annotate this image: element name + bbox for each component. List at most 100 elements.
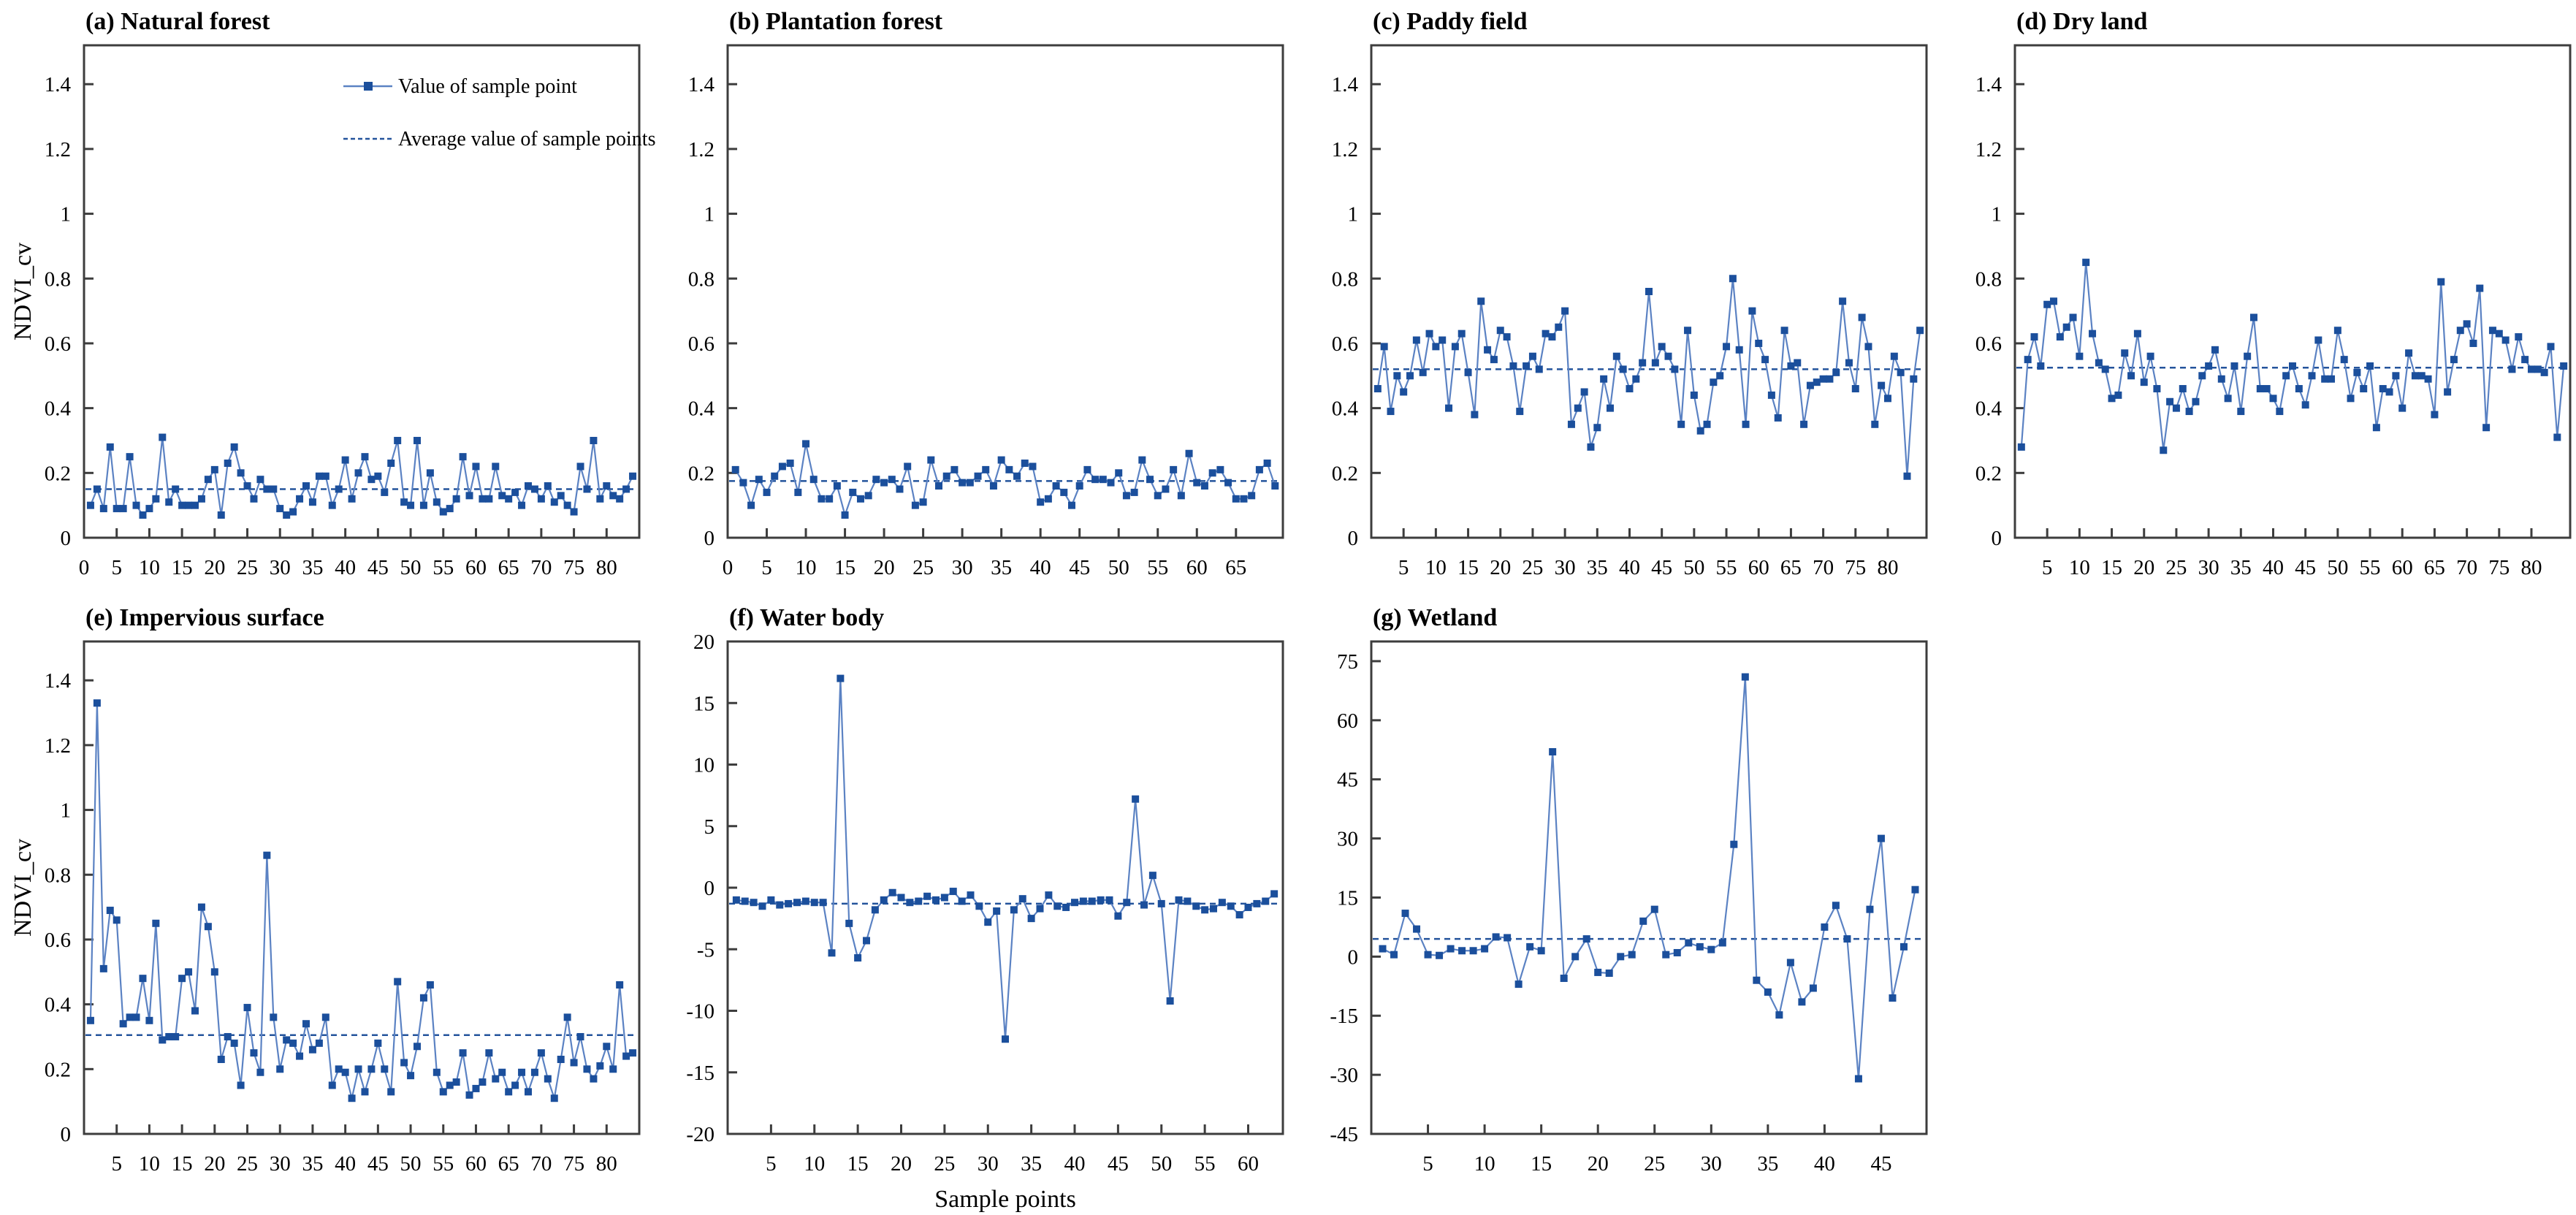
data-point: [432, 1068, 441, 1076]
data-point: [1542, 330, 1550, 338]
data-point: [1742, 420, 1750, 428]
data-point: [537, 495, 545, 503]
data-point: [93, 699, 101, 707]
data-point: [747, 501, 755, 509]
data-point: [927, 456, 935, 464]
data-point: [485, 1049, 493, 1057]
data-point: [2224, 395, 2232, 403]
data-point: [152, 495, 160, 503]
x-tick-label: 65: [2424, 556, 2445, 579]
data-point: [1105, 896, 1113, 904]
data-point: [367, 1065, 376, 1073]
data-point: [1685, 939, 1693, 947]
x-tick-label: 30: [2198, 556, 2219, 579]
data-markers: [1373, 275, 1924, 480]
x-axis-title: Sample points: [934, 1186, 1076, 1213]
data-point: [400, 1059, 408, 1067]
y-tick-label: -15: [1330, 1005, 1358, 1028]
x-tick-label: 10: [1474, 1152, 1495, 1176]
data-point: [935, 482, 943, 490]
chart-f: (f) Water body -20 -15 -10 -5 0 5 10 15 20 5 10 15 20…: [644, 592, 1287, 1215]
data-point: [544, 482, 552, 490]
x-tick-label: 55: [1194, 1152, 1216, 1176]
data-point: [794, 488, 802, 496]
data-point: [321, 1013, 329, 1021]
data-point: [1897, 368, 1905, 376]
data-point: [596, 495, 604, 503]
data-point: [2328, 375, 2336, 383]
data-point: [152, 919, 160, 927]
data-line: [736, 677, 1275, 1040]
data-point: [407, 501, 415, 509]
data-point: [2321, 375, 2329, 383]
data-point: [1561, 307, 1569, 315]
data-point: [1477, 297, 1485, 305]
data-point: [1097, 896, 1105, 904]
data-point: [967, 891, 975, 899]
y-tick-label: 0.8: [1975, 267, 2002, 291]
x-tick-label: 80: [596, 1152, 617, 1176]
data-point: [616, 981, 624, 989]
data-point: [871, 906, 879, 914]
x-tick-label: 65: [498, 1152, 519, 1176]
data-point: [1393, 372, 1401, 380]
data-point: [283, 1036, 291, 1044]
data-point: [2140, 378, 2148, 386]
data-point: [315, 472, 323, 480]
data-point: [1582, 935, 1590, 943]
data-point: [1406, 372, 1414, 380]
data-point: [1457, 330, 1466, 338]
data-point: [1903, 472, 1911, 480]
data-point: [1492, 933, 1500, 941]
data-point: [1424, 951, 1432, 959]
data-point: [1447, 945, 1455, 953]
x-tick-label: 75: [563, 556, 584, 579]
y-tick-label: 1.4: [1975, 73, 2003, 96]
x-tick-label: 5: [1422, 1152, 1433, 1176]
data-point: [270, 1013, 278, 1021]
data-point: [609, 492, 617, 500]
x-tick-label: 20: [204, 556, 225, 579]
data-point: [629, 1049, 637, 1057]
data-point: [819, 899, 827, 907]
data-point: [328, 1081, 336, 1089]
x-tick-label: 45: [367, 1152, 389, 1176]
data-point: [1878, 381, 1886, 389]
data-point: [1240, 495, 1248, 503]
x-tick-label: 40: [1064, 1152, 1086, 1176]
data-point: [1091, 476, 1100, 484]
y-tick-label: 45: [1337, 769, 1358, 792]
data-point: [1703, 420, 1711, 428]
data-point: [518, 501, 526, 509]
data-point: [243, 482, 251, 490]
data-point: [2237, 408, 2245, 416]
x-tick-label: 60: [1238, 1152, 1259, 1176]
x-tick-label: 50: [1151, 1152, 1172, 1176]
x-tick-label: 40: [335, 556, 356, 579]
data-point: [2301, 401, 2309, 409]
data-point: [1062, 903, 1070, 911]
data-point: [1503, 333, 1511, 341]
x-tick-label: 10: [2069, 556, 2090, 579]
data-point: [1075, 482, 1083, 490]
data-point: [302, 1020, 310, 1028]
data-point: [1858, 313, 1866, 321]
data-point: [872, 476, 880, 484]
data-point: [414, 436, 421, 444]
data-point: [1864, 343, 1872, 351]
data-point: [426, 981, 434, 989]
data-point: [1780, 327, 1788, 335]
data-point: [394, 436, 402, 444]
data-point: [603, 1043, 611, 1051]
data-point: [776, 901, 784, 909]
data-point: [106, 443, 114, 451]
y-tick-label: 0: [61, 527, 72, 550]
data-point: [2444, 388, 2452, 396]
data-point: [557, 492, 565, 500]
data-markers: [731, 440, 1279, 519]
data-line: [1376, 278, 1921, 477]
data-point: [165, 498, 173, 506]
data-point: [185, 968, 193, 976]
data-point: [1373, 385, 1382, 393]
